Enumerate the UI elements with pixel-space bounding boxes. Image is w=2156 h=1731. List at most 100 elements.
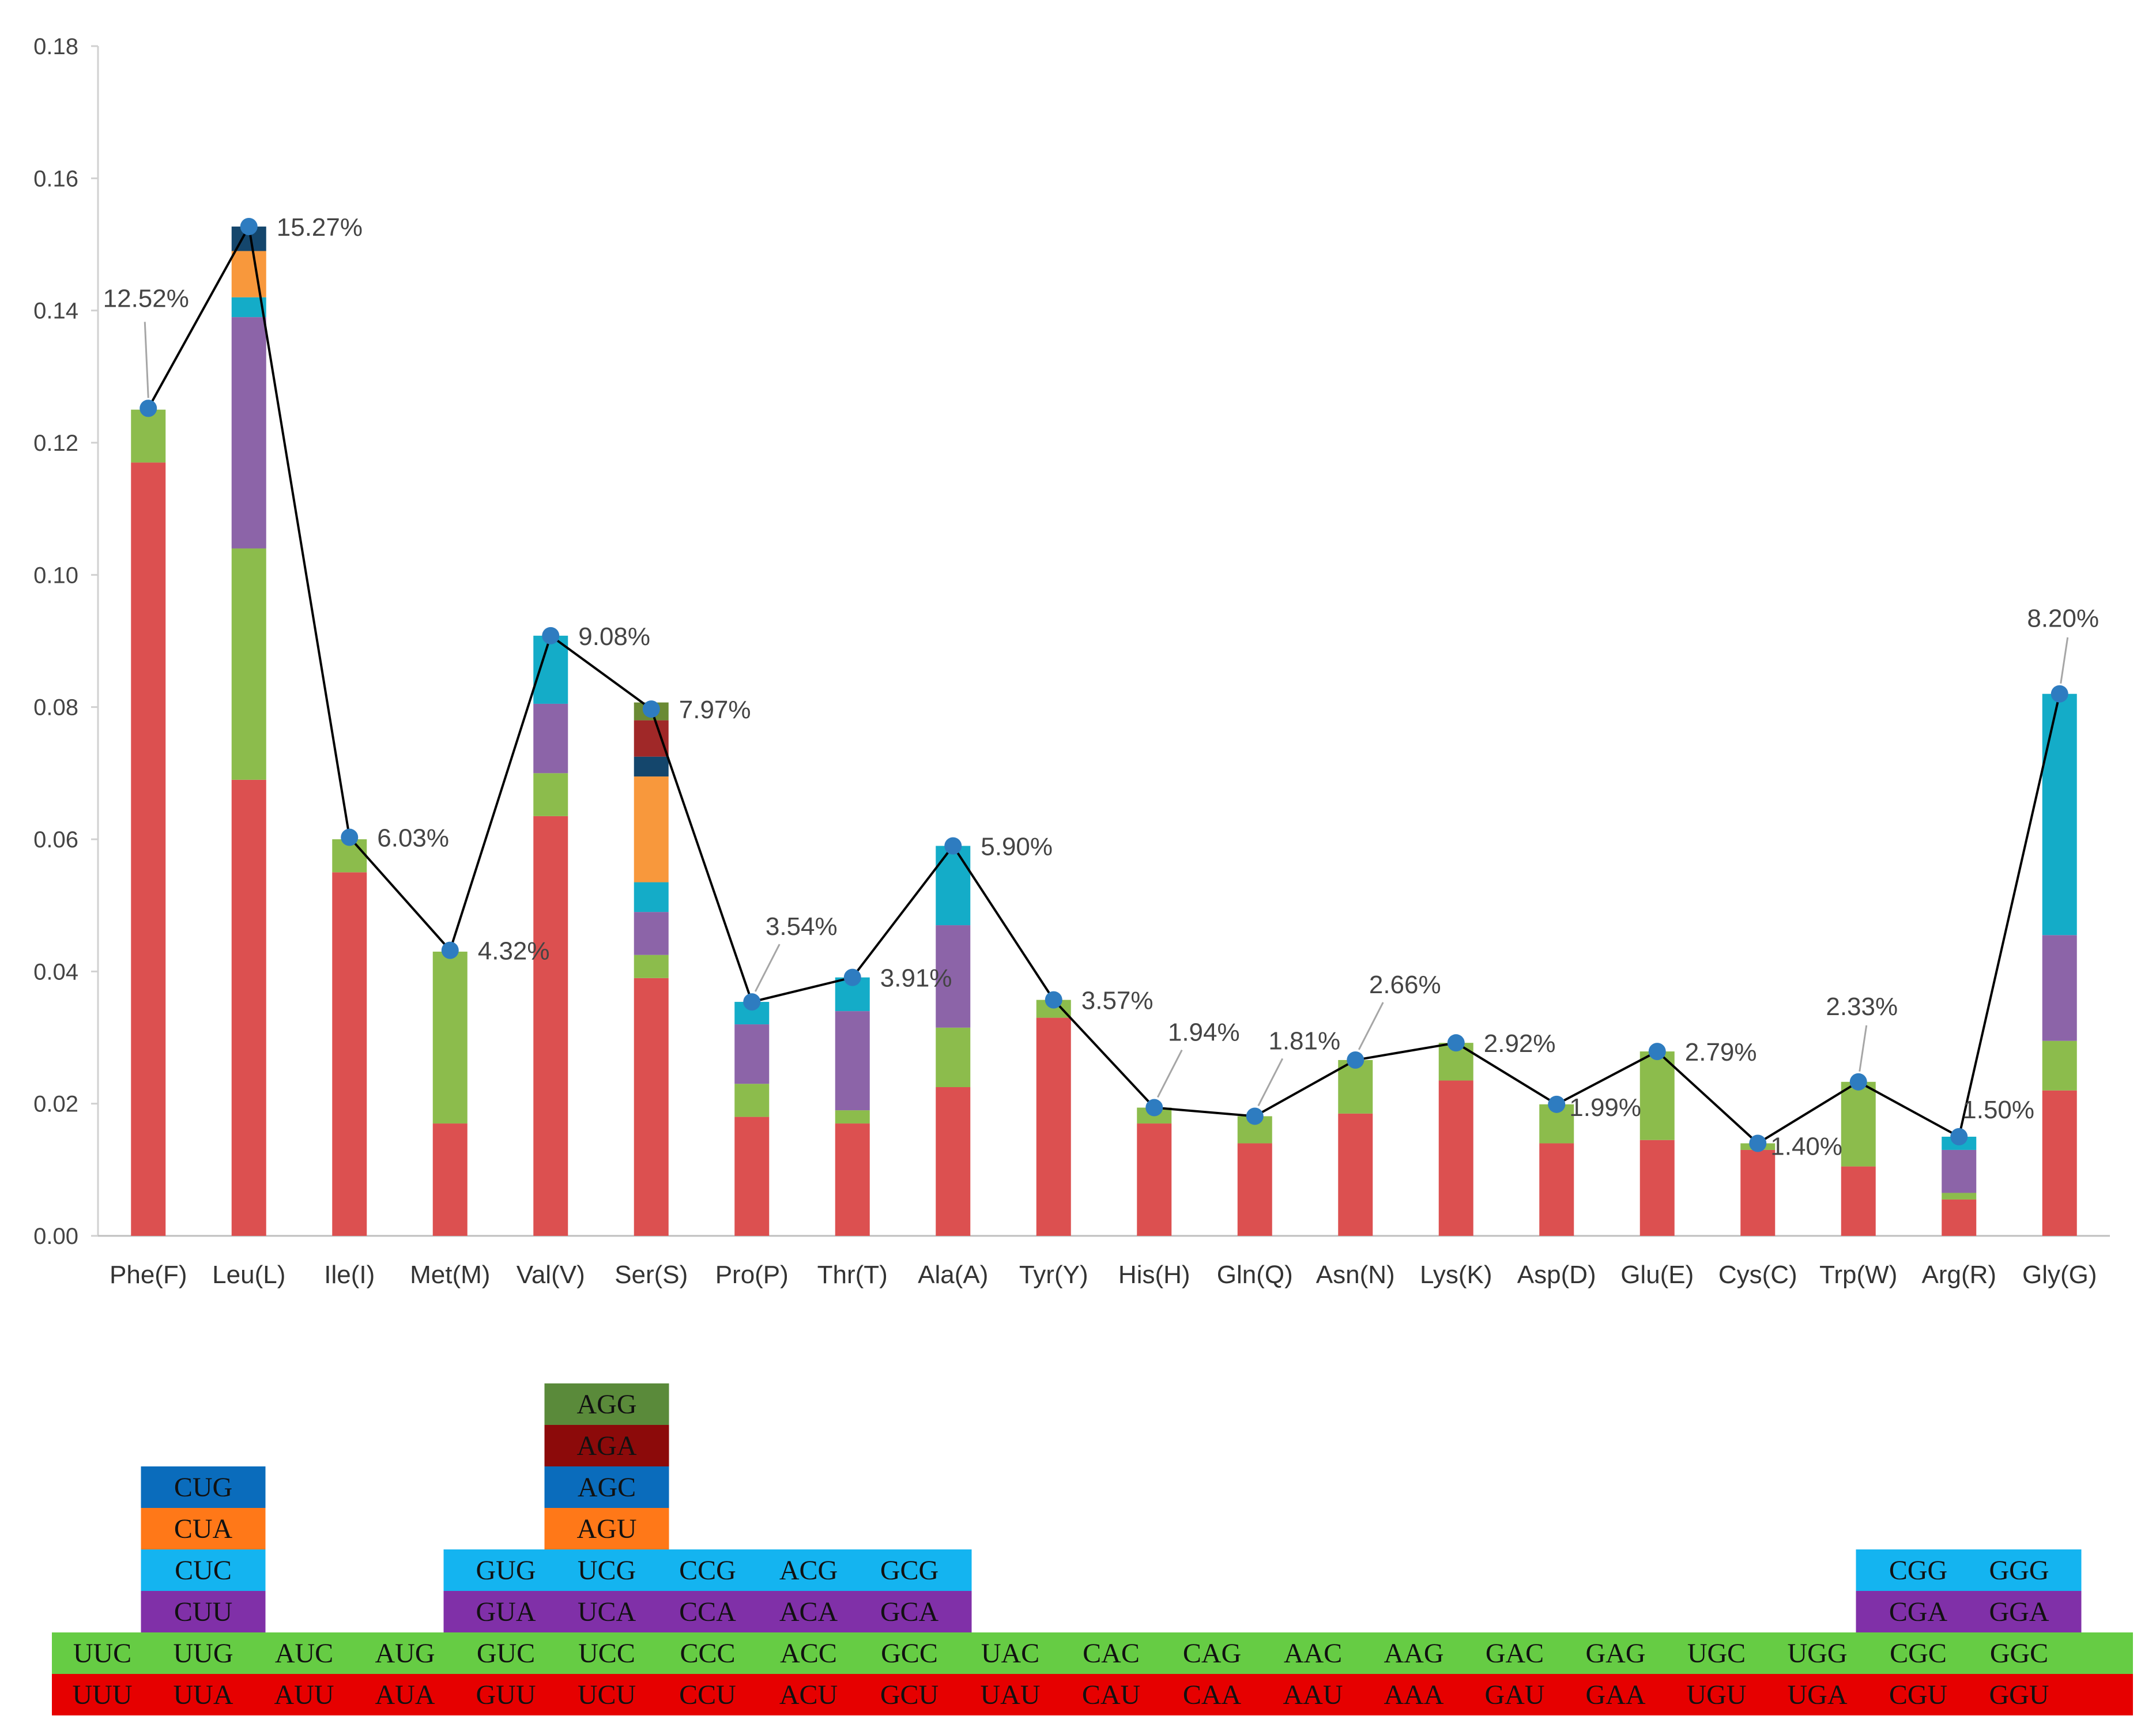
- codon-label: AGC: [578, 1472, 636, 1503]
- data-point: [240, 218, 258, 236]
- bar-segment: [1237, 1143, 1272, 1236]
- bar-segment: [1942, 1199, 1977, 1236]
- y-tick-label: 0.00: [33, 1224, 78, 1249]
- bar-segment: [634, 776, 669, 883]
- bar-segment: [533, 703, 568, 774]
- codon-cell: [141, 1466, 266, 1508]
- bar-segment: [533, 773, 568, 816]
- data-point: [1950, 1128, 1968, 1145]
- data-point: [1548, 1095, 1566, 1113]
- x-tick-label: His(H): [1118, 1261, 1190, 1289]
- y-tick-label: 0.08: [33, 695, 78, 721]
- codon-cell: [1957, 1591, 2082, 1632]
- codon-row-band: [52, 1632, 2133, 1674]
- bar-segment: [1539, 1143, 1574, 1236]
- percentage-label: 15.27%: [277, 213, 363, 242]
- codon-table: UUU UUC UUA UUG CUU CUC CUA CUG AUU AUC AUA AUG GUU G…: [52, 1383, 2133, 1715]
- bar-segment: [1338, 1059, 1373, 1114]
- codon-label: UUC: [73, 1638, 131, 1669]
- x-tick-label: Tyr(Y): [1019, 1261, 1088, 1289]
- codon-label: CCU: [679, 1680, 736, 1710]
- bar-segment: [936, 846, 971, 926]
- bar-segment: [734, 1117, 770, 1236]
- data-point: [642, 700, 660, 718]
- data-point: [2051, 685, 2068, 703]
- y-tick-label: 0.18: [33, 34, 78, 59]
- codon-label: GAU: [1485, 1680, 1545, 1710]
- codon-row-band: [52, 1674, 2133, 1715]
- y-tick-label: 0.04: [33, 959, 78, 985]
- data-point: [1749, 1134, 1767, 1152]
- x-tick-label: Gly(G): [2022, 1261, 2097, 1289]
- bar-segment: [634, 955, 669, 978]
- bar-segment: [1137, 1123, 1172, 1236]
- bar-segment: [1639, 1051, 1675, 1140]
- percentage-label: 12.52%: [103, 284, 189, 312]
- codon-label: UCU: [578, 1680, 636, 1710]
- percentage-label: 3.54%: [766, 912, 838, 941]
- y-tick-label: 0.02: [33, 1092, 78, 1117]
- x-tick-label: Leu(L): [212, 1261, 285, 1289]
- percentage-label: 1.40%: [1770, 1132, 1842, 1160]
- codon-cell: [544, 1508, 669, 1549]
- codon-label: CCA: [679, 1597, 736, 1627]
- data-point: [140, 399, 157, 417]
- label-leader-line: [754, 944, 781, 992]
- codon-label: AUU: [274, 1680, 334, 1710]
- bar-segment: [231, 548, 266, 780]
- data-point: [1145, 1099, 1163, 1117]
- bar-segment: [634, 912, 669, 955]
- bar-segment: [1438, 1080, 1473, 1236]
- bar-segment: [1740, 1149, 1776, 1236]
- percentage-label: 3.57%: [1081, 987, 1154, 1015]
- bar-segment: [835, 1011, 870, 1111]
- bar-segment: [231, 251, 266, 297]
- codon-label: CAC: [1083, 1638, 1140, 1669]
- codon-label: GUC: [477, 1638, 535, 1669]
- codon-label: GGU: [1989, 1680, 2049, 1710]
- codon-label: UCC: [578, 1638, 635, 1669]
- x-tick-label: Thr(T): [817, 1261, 888, 1289]
- percentage-label: 1.81%: [1268, 1027, 1340, 1055]
- codon-label: ACA: [779, 1597, 838, 1627]
- codon-label: GGA: [1989, 1597, 2049, 1627]
- data-point: [1849, 1073, 1867, 1091]
- codon-label: UGA: [1788, 1680, 1848, 1710]
- percentage-labels: 12.52% 15.27% 6.03% 4.32% 9.08% 7.97% 3.54% 3.9…: [103, 213, 2100, 1160]
- codon-label: GUU: [476, 1680, 536, 1710]
- bar-segment: [231, 317, 266, 549]
- codon-label: ACG: [779, 1555, 838, 1586]
- codon-label: GCU: [880, 1680, 938, 1710]
- bar-segment: [1942, 1193, 1977, 1200]
- codon-label: GCA: [880, 1597, 939, 1627]
- codon-label: GGC: [1990, 1638, 2048, 1669]
- data-point: [1045, 991, 1062, 1009]
- percentage-label: 4.32%: [478, 937, 550, 966]
- x-tick-label: Lys(K): [1420, 1261, 1492, 1289]
- percentage-label: 2.79%: [1685, 1038, 1757, 1066]
- codon-label: UCA: [578, 1597, 636, 1627]
- bar-segment: [2042, 693, 2077, 936]
- bar-segment: [131, 462, 166, 1236]
- x-tick-label: Trp(W): [1819, 1261, 1897, 1289]
- y-tick-label: 0.12: [33, 431, 78, 456]
- codon-label: UCG: [578, 1555, 636, 1586]
- codon-label: CCC: [680, 1638, 735, 1669]
- codon-label: UUA: [174, 1680, 233, 1710]
- bar-segment: [734, 1084, 770, 1117]
- codon-label: UUU: [73, 1680, 133, 1710]
- codon-label: GCC: [881, 1638, 938, 1669]
- bar-segment: [835, 1123, 870, 1236]
- percentage-label: 1.94%: [1168, 1019, 1240, 1047]
- stacked-bars: [131, 227, 2077, 1236]
- bar-segment: [936, 925, 971, 1028]
- bar-segment: [2042, 935, 2077, 1041]
- percentage-label: 2.66%: [1369, 971, 1441, 999]
- codon-label: UAU: [981, 1680, 1041, 1710]
- label-leader-line: [1156, 1049, 1183, 1098]
- data-point: [542, 627, 560, 644]
- codon-label: GUG: [476, 1555, 536, 1586]
- bar-segment: [131, 409, 166, 463]
- x-tick-label: Val(V): [517, 1261, 585, 1289]
- codon-label: ACC: [780, 1638, 837, 1669]
